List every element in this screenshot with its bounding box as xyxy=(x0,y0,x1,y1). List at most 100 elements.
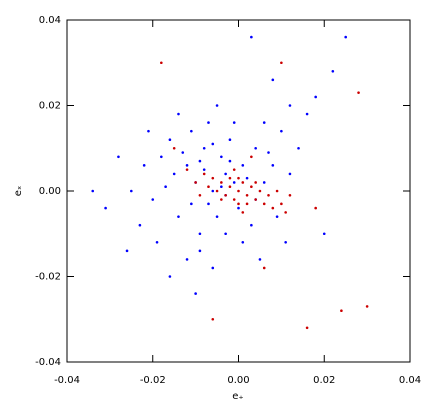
point xyxy=(305,326,309,330)
y-tick-label: 0.02 xyxy=(39,101,61,112)
x-tick-label: -0.02 xyxy=(140,375,166,386)
x-tick-label: 0.02 xyxy=(313,375,335,386)
point xyxy=(254,181,257,184)
point xyxy=(288,104,292,107)
point xyxy=(147,129,150,133)
point xyxy=(262,181,266,184)
point xyxy=(198,159,202,163)
y-tick-label: -0.02 xyxy=(35,272,61,283)
point xyxy=(228,185,232,189)
x-axis-label: e₊ xyxy=(232,391,243,402)
point xyxy=(211,189,215,193)
point xyxy=(258,189,262,193)
point xyxy=(344,35,347,39)
point xyxy=(284,211,287,214)
point xyxy=(237,202,240,206)
point xyxy=(224,193,227,197)
point xyxy=(237,176,240,180)
point xyxy=(198,232,202,236)
point xyxy=(314,95,317,99)
point xyxy=(254,198,257,201)
point xyxy=(305,112,309,116)
point xyxy=(262,121,266,124)
point xyxy=(220,181,223,184)
point xyxy=(232,168,236,171)
y-tick-label: -0.04 xyxy=(35,357,61,368)
point xyxy=(220,185,223,189)
point xyxy=(271,206,275,210)
point xyxy=(284,241,287,244)
point xyxy=(245,193,249,197)
point xyxy=(181,151,185,154)
point xyxy=(275,189,279,193)
point xyxy=(142,164,146,167)
point xyxy=(340,309,343,313)
point xyxy=(262,266,266,270)
point xyxy=(185,168,189,171)
point xyxy=(250,185,253,189)
point xyxy=(262,202,266,206)
point xyxy=(228,159,232,163)
point xyxy=(190,129,193,133)
point xyxy=(357,91,360,94)
point xyxy=(228,138,232,141)
point xyxy=(220,198,223,201)
point xyxy=(211,142,215,146)
point xyxy=(224,232,227,236)
point xyxy=(215,215,219,218)
point xyxy=(160,61,163,65)
point xyxy=(331,70,335,73)
y-tick-label: 0.00 xyxy=(39,186,61,197)
point xyxy=(237,206,240,210)
point xyxy=(130,189,133,193)
point xyxy=(241,181,245,184)
point xyxy=(185,164,189,167)
point xyxy=(220,155,223,159)
point xyxy=(314,206,317,210)
point xyxy=(151,198,155,201)
point xyxy=(280,129,283,133)
point xyxy=(172,172,176,176)
point xyxy=(232,121,236,124)
point xyxy=(241,211,245,214)
point xyxy=(280,202,283,206)
point xyxy=(164,185,167,189)
point xyxy=(177,215,180,218)
point xyxy=(232,181,236,184)
point xyxy=(91,189,95,193)
point xyxy=(168,138,172,141)
point xyxy=(202,168,206,171)
y-tick-label: 0.04 xyxy=(39,15,61,26)
point xyxy=(155,241,159,244)
point xyxy=(194,181,197,184)
point xyxy=(177,112,180,116)
point xyxy=(250,155,253,159)
point xyxy=(138,223,142,227)
point xyxy=(322,232,326,236)
point xyxy=(288,172,292,176)
x-tick-label: -0.04 xyxy=(54,375,80,386)
point xyxy=(104,206,107,210)
point xyxy=(288,193,292,197)
point xyxy=(224,172,227,176)
point xyxy=(280,61,283,65)
point xyxy=(245,176,249,180)
x-tick-label: 0.00 xyxy=(227,375,249,386)
point xyxy=(202,172,206,176)
point xyxy=(168,275,172,278)
point xyxy=(215,189,219,193)
point xyxy=(172,146,176,150)
point xyxy=(241,164,245,167)
point xyxy=(241,241,245,244)
point xyxy=(207,185,210,189)
point xyxy=(198,249,202,253)
point xyxy=(271,78,275,82)
point xyxy=(250,35,253,39)
point xyxy=(211,266,215,270)
point xyxy=(215,104,219,107)
point xyxy=(228,176,232,180)
point xyxy=(250,223,253,227)
point xyxy=(254,146,257,150)
